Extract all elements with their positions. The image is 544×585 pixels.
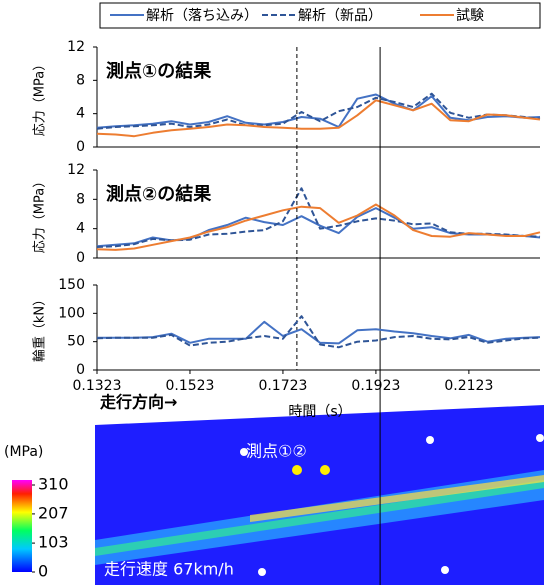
bolt — [441, 566, 449, 574]
legend-label: 解析（新品） — [298, 8, 382, 24]
panel-title: 測点②の結果 — [106, 183, 212, 205]
series-line — [97, 95, 540, 128]
contour-image — [95, 405, 544, 585]
colorbar-label: 207 — [38, 503, 69, 522]
measure-point — [292, 465, 302, 475]
legend-label: 試験 — [456, 8, 484, 24]
y-tick-label: 0 — [76, 139, 85, 155]
y-tick-label: 4 — [76, 106, 85, 122]
y-tick-label: 0 — [76, 362, 85, 378]
direction-label: 走行方向→ — [99, 393, 177, 412]
series-line — [97, 94, 540, 129]
colorbar-unit: (MPa) — [4, 444, 43, 460]
y-tick-label: 8 — [76, 72, 85, 88]
y-tick-label: 4 — [76, 221, 85, 237]
x-tick-label: 0.1523 — [165, 378, 214, 394]
colorbar-label: 103 — [38, 533, 69, 552]
y-tick-label: 8 — [76, 191, 85, 207]
speed-label: 走行速度 67km/h — [104, 560, 234, 579]
x-tick-label: 0.1923 — [351, 378, 400, 394]
y-tick-label: 12 — [67, 39, 85, 55]
x-axis-title: 時間（s） — [288, 404, 351, 420]
colorbar-label: 0 — [38, 562, 48, 581]
series-line — [97, 322, 540, 344]
legend-label: 解析（落ち込み） — [146, 8, 258, 24]
panel-title: 測点①の結果 — [106, 60, 212, 82]
point-label: 測点①② — [246, 442, 307, 461]
y-tick-label: 12 — [67, 162, 85, 178]
colorbar-label: 310 — [38, 475, 69, 494]
y-tick-label: 0 — [76, 250, 85, 266]
bolt — [426, 436, 434, 444]
y-tick-label: 150 — [58, 277, 85, 293]
y-axis-title: 応力（MPa） — [33, 58, 48, 136]
x-tick-label: 0.2123 — [444, 378, 493, 394]
x-tick-label: 0.1723 — [258, 378, 307, 394]
bolt — [258, 568, 266, 576]
y-axis-title: 応力（MPa） — [33, 175, 48, 253]
colorbar — [12, 480, 32, 572]
measure-point — [320, 465, 330, 475]
bolt — [536, 434, 544, 442]
y-axis-title: 輪重（kN） — [32, 293, 48, 362]
x-tick-label: 0.1323 — [73, 378, 122, 394]
y-tick-label: 100 — [58, 305, 85, 321]
y-tick-label: 50 — [67, 334, 85, 350]
figure: 走行方向→ (MPa) 測点①② 走行速度 67km/h 0 4 8 12 応力（MPa… — [0, 0, 544, 585]
